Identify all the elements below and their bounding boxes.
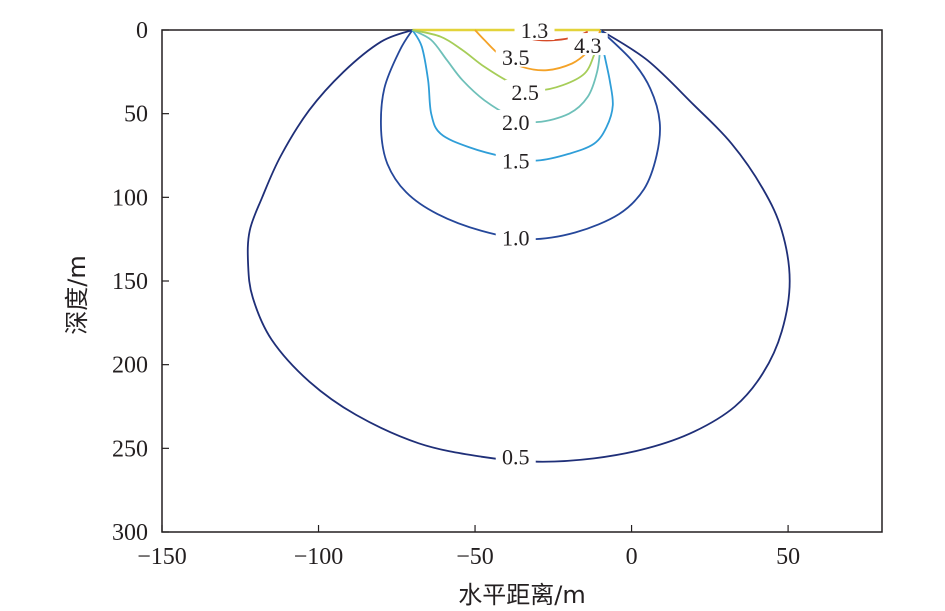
contour-label-bg	[495, 148, 536, 171]
contour-label-bg	[514, 18, 555, 40]
contour-line-1-5	[411, 29, 614, 162]
contour-label-4-3: 4.3	[574, 33, 602, 58]
y-tick-label: 0	[136, 18, 148, 44]
y-tick-label: 200	[112, 353, 148, 379]
contour-label-2-5: 2.5	[511, 80, 539, 105]
contour-label-bg	[567, 33, 608, 56]
contour-label-1-5: 1.5	[502, 149, 530, 174]
x-axis-title: 水平距离/m	[458, 581, 585, 609]
contour-label-1-3: 1.3	[521, 18, 549, 43]
y-tick-label: 250	[112, 436, 148, 462]
x-tick-label: 50	[776, 544, 800, 570]
y-axis-title: 深度/m	[63, 255, 91, 334]
contour-labels: 0.5 1.0 1.5 2.0 2.5 3.5 4.3 1.3	[495, 18, 608, 470]
contour-label-3-5: 3.5	[502, 45, 530, 70]
x-tick-label: −50	[456, 544, 494, 570]
y-tick-label: 50	[124, 102, 148, 128]
x-axis-ticks: −150 −100 −50 0 50	[137, 525, 800, 570]
y-tick-label: 300	[112, 520, 148, 546]
y-tick-label: 150	[112, 269, 148, 295]
contour-label-2-0: 2.0	[502, 110, 530, 135]
contour-label-bg	[495, 444, 536, 467]
contour-label-bg	[495, 110, 536, 133]
contour-label-bg	[495, 44, 536, 67]
contour-label-0-5: 0.5	[502, 445, 530, 470]
y-axis-ticks: 0 50 100 150 200 250 300	[112, 18, 169, 546]
x-tick-label: 0	[626, 544, 638, 570]
x-tick-label: −150	[137, 544, 187, 570]
contour-label-bg	[495, 225, 536, 248]
contour-label-1-0: 1.0	[502, 225, 530, 250]
x-tick-label: −100	[294, 544, 344, 570]
y-tick-label: 100	[112, 185, 148, 211]
contour-label-bg	[505, 79, 546, 102]
